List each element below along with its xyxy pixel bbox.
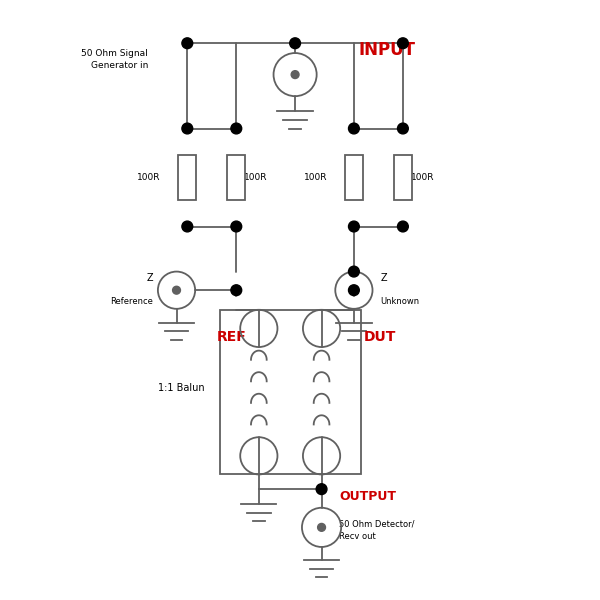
Circle shape <box>398 123 408 134</box>
Circle shape <box>231 123 242 134</box>
Text: 50 Ohm Signal
Generator in: 50 Ohm Signal Generator in <box>82 49 148 70</box>
Circle shape <box>231 221 242 232</box>
Circle shape <box>349 285 359 296</box>
Text: 100R: 100R <box>244 173 268 182</box>
Circle shape <box>182 123 193 134</box>
Bar <box>394 155 412 200</box>
Text: Z: Z <box>146 274 153 283</box>
Text: OUTPUT: OUTPUT <box>339 490 396 503</box>
Circle shape <box>231 285 242 296</box>
Text: 50 Ohm Detector/
Recv out: 50 Ohm Detector/ Recv out <box>339 520 415 541</box>
Bar <box>227 155 245 200</box>
Circle shape <box>349 221 359 232</box>
Circle shape <box>173 286 181 294</box>
Text: 100R: 100R <box>137 173 161 182</box>
Text: DUT: DUT <box>364 330 396 344</box>
Text: Unknown: Unknown <box>380 298 419 307</box>
Circle shape <box>398 221 408 232</box>
Text: Reference: Reference <box>110 298 153 307</box>
Text: 100R: 100R <box>411 173 434 182</box>
Text: Z: Z <box>380 274 387 283</box>
Circle shape <box>182 38 193 49</box>
Circle shape <box>398 38 408 49</box>
Circle shape <box>316 484 327 494</box>
Circle shape <box>290 38 301 49</box>
Circle shape <box>350 286 358 294</box>
Circle shape <box>291 71 299 79</box>
Text: INPUT: INPUT <box>359 41 416 59</box>
Circle shape <box>182 221 193 232</box>
Text: REF: REF <box>217 330 246 344</box>
Bar <box>178 155 196 200</box>
Text: 1:1 Balun: 1:1 Balun <box>158 383 205 393</box>
Bar <box>220 310 361 475</box>
Text: 100R: 100R <box>304 173 328 182</box>
Circle shape <box>317 523 325 531</box>
Circle shape <box>349 123 359 134</box>
Bar <box>345 155 363 200</box>
Circle shape <box>349 266 359 277</box>
